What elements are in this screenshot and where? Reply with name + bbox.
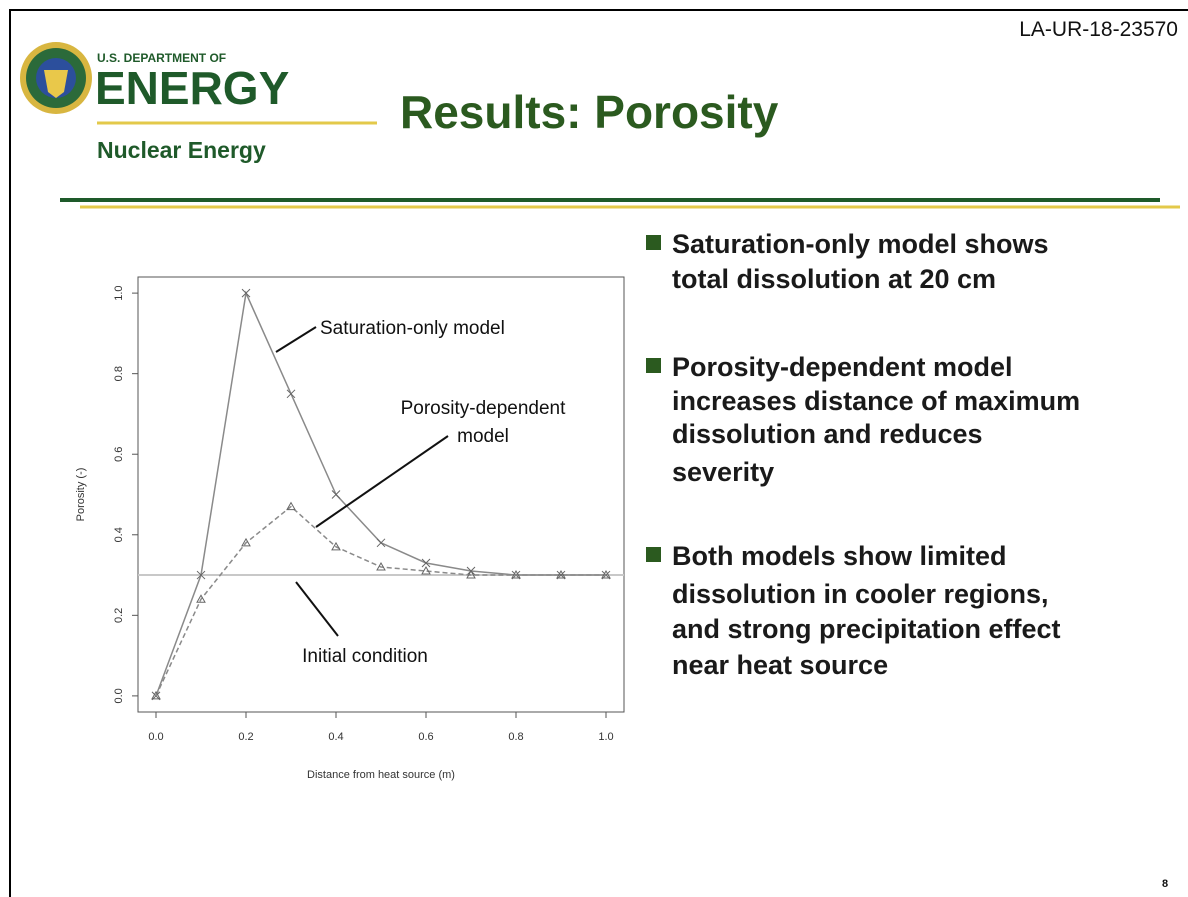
series-line: [155, 505, 606, 697]
point: [421, 558, 431, 568]
logo-sub: Nuclear Energy: [97, 137, 266, 163]
logo-top: U.S. DEPARTMENT OF: [97, 51, 226, 65]
x-axis-label: Distance from heat source (m): [307, 769, 455, 781]
bullet-text: Porosity-dependent model: [672, 352, 1013, 382]
point: [511, 570, 521, 579]
annotation: Initial condition: [302, 646, 428, 667]
point: [286, 501, 296, 511]
point: [331, 490, 341, 499]
point: [286, 389, 296, 399]
x-tick-label: 0.8: [508, 731, 523, 743]
bullet-text: increases distance of maximum: [672, 386, 1080, 416]
y-tick-label: 0.6: [113, 447, 125, 462]
bullet-text: near heat source: [672, 650, 888, 680]
bullet-text: total dissolution at 20 cm: [672, 264, 996, 294]
plot-frame: [137, 276, 625, 713]
series-line: [155, 290, 606, 697]
leader: [295, 581, 339, 637]
bullet-text: and strong precipitation effect: [672, 614, 1061, 644]
y-tick-label: 1.0: [113, 285, 125, 300]
leader: [275, 326, 317, 353]
point: [376, 561, 386, 571]
doc-id: LA-UR-18-23570: [1019, 18, 1178, 41]
bullet-square: [646, 235, 661, 250]
annotation: Porosity-dependent: [401, 398, 566, 419]
point: [421, 566, 431, 575]
point: [196, 594, 206, 603]
y-tick-label: 0.2: [113, 608, 125, 623]
bullet-text: severity: [672, 457, 774, 487]
logo-main: ENERGY: [95, 62, 289, 114]
bullet-text: Both models show limited: [672, 541, 1007, 571]
x-tick-label: 1.0: [598, 731, 613, 743]
point: [331, 541, 341, 551]
bullet-text: dissolution and reduces: [672, 419, 983, 449]
point: [466, 570, 476, 579]
x-tick-label: 0.2: [238, 731, 253, 743]
point: [601, 570, 611, 579]
bullet-text: Saturation-only model shows: [672, 229, 1049, 259]
x-tick-label: 0.4: [328, 731, 343, 743]
point: [556, 570, 566, 579]
x-tick-label: 0.0: [148, 731, 163, 743]
page-number: 8: [1162, 878, 1168, 890]
point: [241, 537, 251, 547]
y-tick-label: 0.8: [113, 366, 125, 381]
point: [241, 288, 251, 298]
point: [151, 690, 161, 700]
y-axis-label: Porosity (-): [75, 468, 87, 522]
point: [196, 570, 206, 580]
y-tick-label: 0.0: [113, 688, 125, 703]
bullet-square: [646, 547, 661, 562]
bullet-text: dissolution in cooler regions,: [672, 579, 1049, 609]
annotation: Saturation-only model: [320, 318, 505, 339]
point: [376, 538, 386, 548]
leader: [315, 435, 449, 528]
x-tick-label: 0.6: [418, 731, 433, 743]
y-tick-label: 0.4: [113, 527, 125, 542]
logo-seal: [20, 42, 92, 114]
annotation: model: [457, 426, 509, 447]
bullet-square: [646, 358, 661, 373]
slide-title: Results: Porosity: [400, 86, 779, 138]
